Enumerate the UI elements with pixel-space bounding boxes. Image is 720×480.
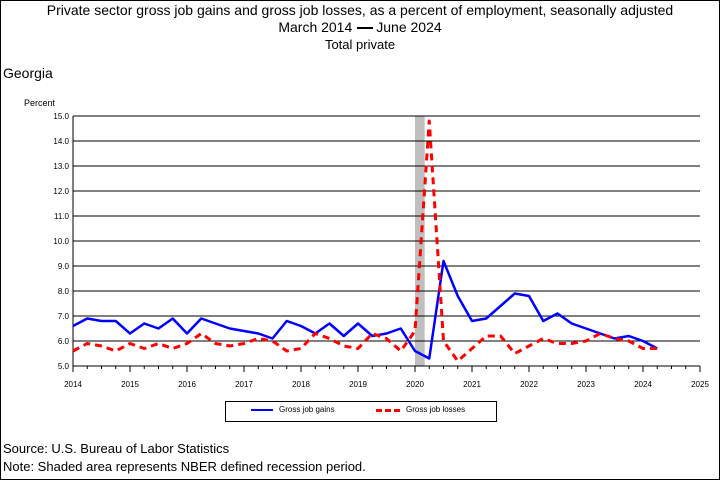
y-tick-label: 14.0 [53,137,69,146]
y-tick-label: 12.0 [53,187,69,196]
x-tick-label: 2024 [634,380,652,389]
y-tick-label: 13.0 [53,162,69,171]
y-tick-label: 15.0 [53,112,69,121]
legend-label-losses: Gross job losses [406,405,466,414]
chart-title-block: Private sector gross job gains and gross… [0,2,720,54]
chart-subtitle: Total private [324,37,396,52]
x-tick-label: 2025 [691,380,709,389]
x-tick-label: 2014 [64,380,82,389]
series-layer [72,119,658,363]
chart-title: Private sector gross job gains and gross… [46,2,674,18]
x-tick-label: 2021 [463,380,481,389]
legend-label-gains: Gross job gains [279,405,335,414]
y-tick-label: 9.0 [58,262,70,271]
recession-note: Note: Shaded area represents NBER define… [3,459,366,474]
series-line-losses [72,119,658,363]
date-end: June 2024 [376,19,442,35]
grid-layer [73,115,700,367]
x-tick-label: 2016 [178,380,196,389]
y-axis-label: Percent [24,98,56,108]
series-line-gains [72,259,658,360]
legend: Gross job gains Gross job losses [225,401,497,422]
date-start: March 2014 [278,19,353,35]
region-label: Georgia [3,65,53,81]
x-tick-label: 2015 [121,380,139,389]
date-range: March 2014 June 2024 [0,19,720,36]
x-tick-label: 2022 [520,380,538,389]
x-tick-label: 2019 [349,380,367,389]
legend-swatch-losses [376,409,400,412]
y-tick-label: 7.0 [58,312,70,321]
y-tick-label: 8.0 [58,287,70,296]
source-note: Source: U.S. Bureau of Labor Statistics [3,441,230,456]
x-tick-label: 2020 [406,380,424,389]
y-tick-label: 6.0 [58,337,70,346]
x-tick-label: 2023 [577,380,595,389]
y-tick-label: 10.0 [53,237,69,246]
dash-separator-icon [357,27,374,30]
x-tick-label: 2017 [235,380,253,389]
x-tick-label: 2018 [292,380,310,389]
y-tick-label: 5.0 [58,362,70,371]
y-tick-label: 11.0 [54,212,70,221]
axis-layer: 5.0 6.0 7.0 8.0 9.0 10.0 11.0 12.0 13.0 14.0 15.0 2… [53,112,709,389]
legend-swatch-gains [251,409,273,411]
